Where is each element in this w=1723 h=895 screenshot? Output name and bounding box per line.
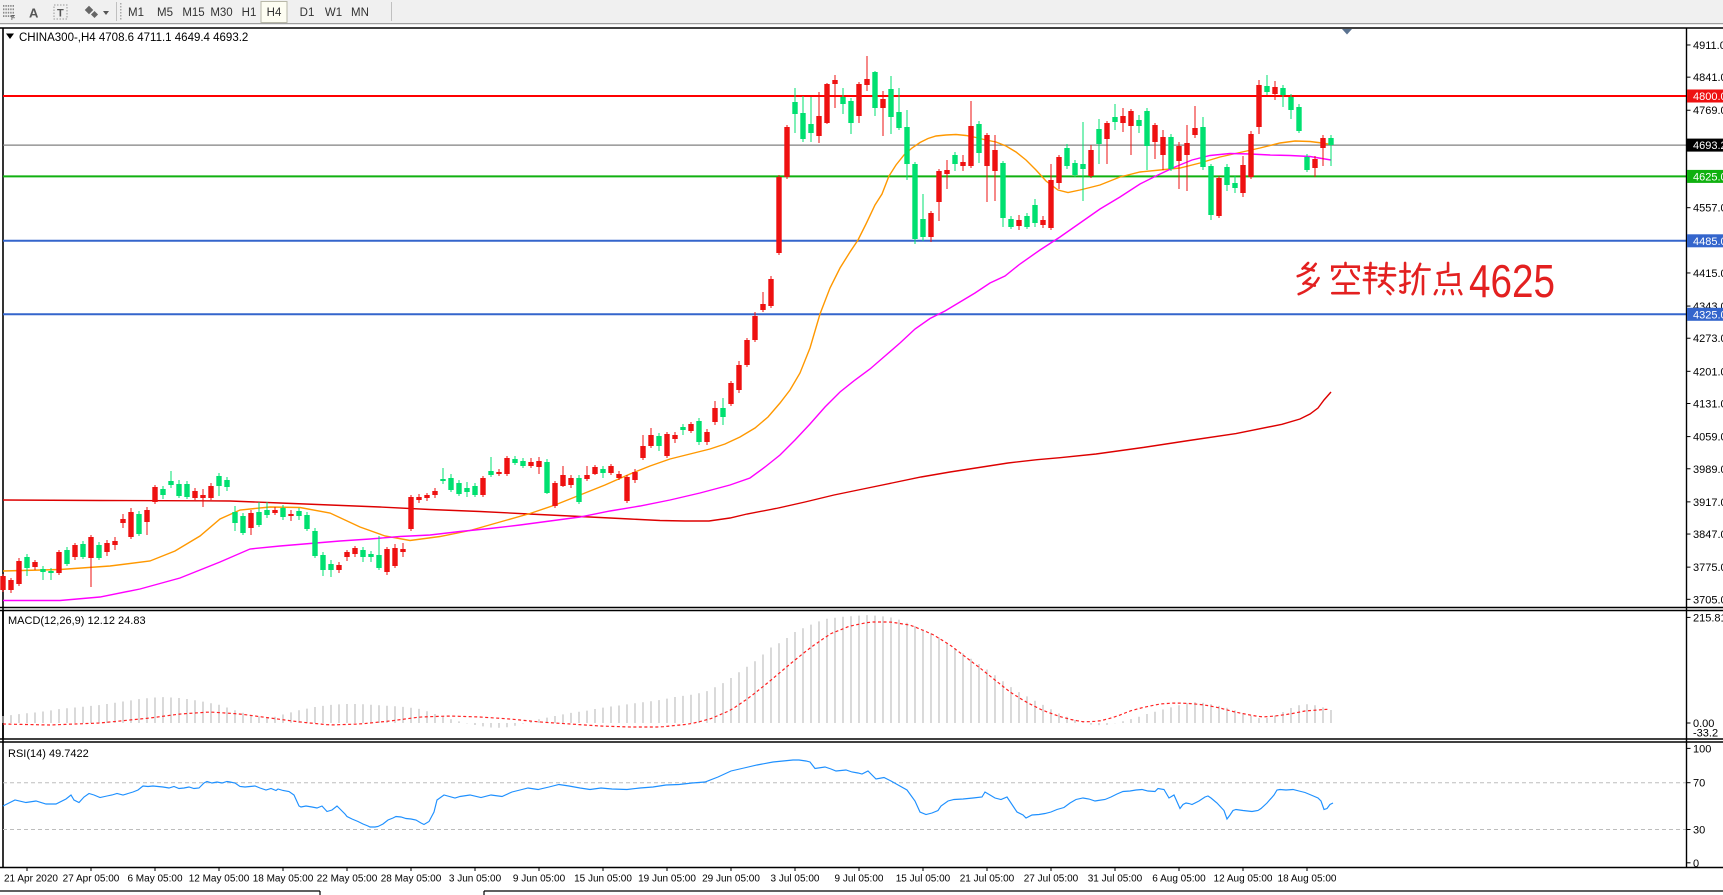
svg-text:9 Jun 05:00: 9 Jun 05:00 [513,874,566,885]
svg-text:A: A [29,6,39,21]
svg-text:0: 0 [1693,858,1699,870]
svg-text:21 Apr 2020: 21 Apr 2020 [4,874,58,885]
svg-text:MACD(12,26,9) 12.12 24.83: MACD(12,26,9) 12.12 24.83 [8,615,146,627]
svg-text:4325.0: 4325.0 [1693,309,1723,321]
svg-text:W1: W1 [325,7,342,19]
svg-text:4273.0: 4273.0 [1693,333,1723,345]
svg-text:D1: D1 [300,7,315,19]
svg-text:18 Aug 05:00: 18 Aug 05:00 [1278,874,1337,885]
svg-text:4557.0: 4557.0 [1693,203,1723,215]
svg-text:3 Jul 05:00: 3 Jul 05:00 [771,874,820,885]
svg-text:3917.0: 3917.0 [1693,497,1723,509]
svg-text:6 May 05:00: 6 May 05:00 [127,874,182,885]
svg-text:28 May 05:00: 28 May 05:00 [381,874,442,885]
svg-text:4911.0: 4911.0 [1693,40,1723,52]
svg-text:4059.0: 4059.0 [1693,432,1723,444]
svg-text:M15: M15 [182,7,204,19]
svg-text:H1: H1 [242,7,257,19]
svg-text:4201.0: 4201.0 [1693,366,1723,378]
svg-text:M30: M30 [210,7,232,19]
svg-text:4693.2: 4693.2 [1693,140,1723,152]
svg-text:4841.0: 4841.0 [1693,72,1723,84]
svg-text:F: F [11,15,15,22]
svg-text:27 Jul 05:00: 27 Jul 05:00 [1024,874,1079,885]
svg-text:CHINA300-,H4 4708.6 4711.1 46: CHINA300-,H4 4708.6 4711.1 4649.4 4693.2 [19,32,248,44]
svg-text:4769.0: 4769.0 [1693,105,1723,117]
svg-text:30: 30 [1693,825,1705,837]
svg-text:15 Jul 05:00: 15 Jul 05:00 [896,874,951,885]
svg-text:H4: H4 [267,7,282,19]
svg-text:3 Jun 05:00: 3 Jun 05:00 [449,874,502,885]
svg-text:M1: M1 [128,7,144,19]
svg-text:4485.0: 4485.0 [1693,236,1723,248]
svg-text:3989.0: 3989.0 [1693,464,1723,476]
svg-text:4800.0: 4800.0 [1693,91,1723,103]
svg-text:3705.0: 3705.0 [1693,594,1723,606]
svg-text:M5: M5 [157,7,173,19]
svg-text:12 May 05:00: 12 May 05:00 [189,874,250,885]
svg-text:6 Aug 05:00: 6 Aug 05:00 [1152,874,1206,885]
svg-text:27 Apr 05:00: 27 Apr 05:00 [63,874,120,885]
svg-text:12 Aug 05:00: 12 Aug 05:00 [1214,874,1273,885]
svg-text:3775.0: 3775.0 [1693,562,1723,574]
svg-text:4625: 4625 [1469,255,1555,307]
svg-text:19 Jun 05:00: 19 Jun 05:00 [638,874,696,885]
svg-text:22 May 05:00: 22 May 05:00 [317,874,378,885]
svg-text:T: T [57,8,64,20]
svg-text:18 May 05:00: 18 May 05:00 [253,874,314,885]
svg-text:RSI(14) 49.7422: RSI(14) 49.7422 [8,748,89,760]
svg-text:215.81: 215.81 [1693,612,1723,624]
svg-text:70: 70 [1693,778,1705,790]
svg-text:-33.2: -33.2 [1693,728,1718,740]
svg-text:4415.0: 4415.0 [1693,268,1723,280]
svg-text:4131.0: 4131.0 [1693,399,1723,411]
svg-text:100: 100 [1693,743,1711,755]
svg-text:3847.0: 3847.0 [1693,529,1723,541]
svg-text:0.00: 0.00 [1693,718,1714,730]
svg-text:29 Jun 05:00: 29 Jun 05:00 [702,874,760,885]
svg-text:9 Jul 05:00: 9 Jul 05:00 [835,874,884,885]
svg-text:4625.0: 4625.0 [1693,171,1723,183]
svg-text:MN: MN [351,7,369,19]
svg-text:31 Jul 05:00: 31 Jul 05:00 [1088,874,1143,885]
svg-text:21 Jul 05:00: 21 Jul 05:00 [960,874,1015,885]
svg-text:15 Jun 05:00: 15 Jun 05:00 [574,874,632,885]
